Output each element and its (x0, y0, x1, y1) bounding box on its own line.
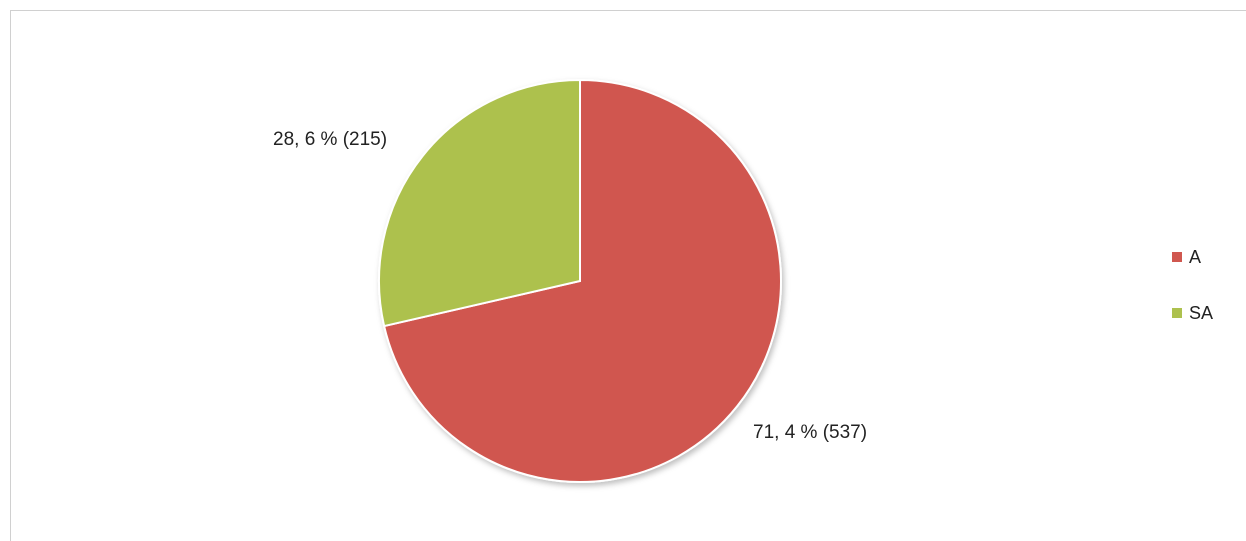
legend-swatch-sa (1172, 308, 1182, 318)
legend-label-a: A (1189, 246, 1202, 267)
pie-slice-sa (378, 78, 581, 328)
legend-label-sa: SA (1189, 302, 1214, 323)
legend: A SA (1172, 244, 1213, 356)
legend-item-sa: SA (1172, 300, 1213, 326)
legend-item-a: A (1172, 244, 1213, 270)
legend-swatch-a (1172, 252, 1182, 262)
chart-frame (10, 10, 1246, 541)
slice-label-sa: 28, 6 % (215) (273, 129, 387, 150)
pie-slice-a (382, 78, 782, 483)
slice-label-a: 71, 4 % (537) (753, 422, 867, 443)
